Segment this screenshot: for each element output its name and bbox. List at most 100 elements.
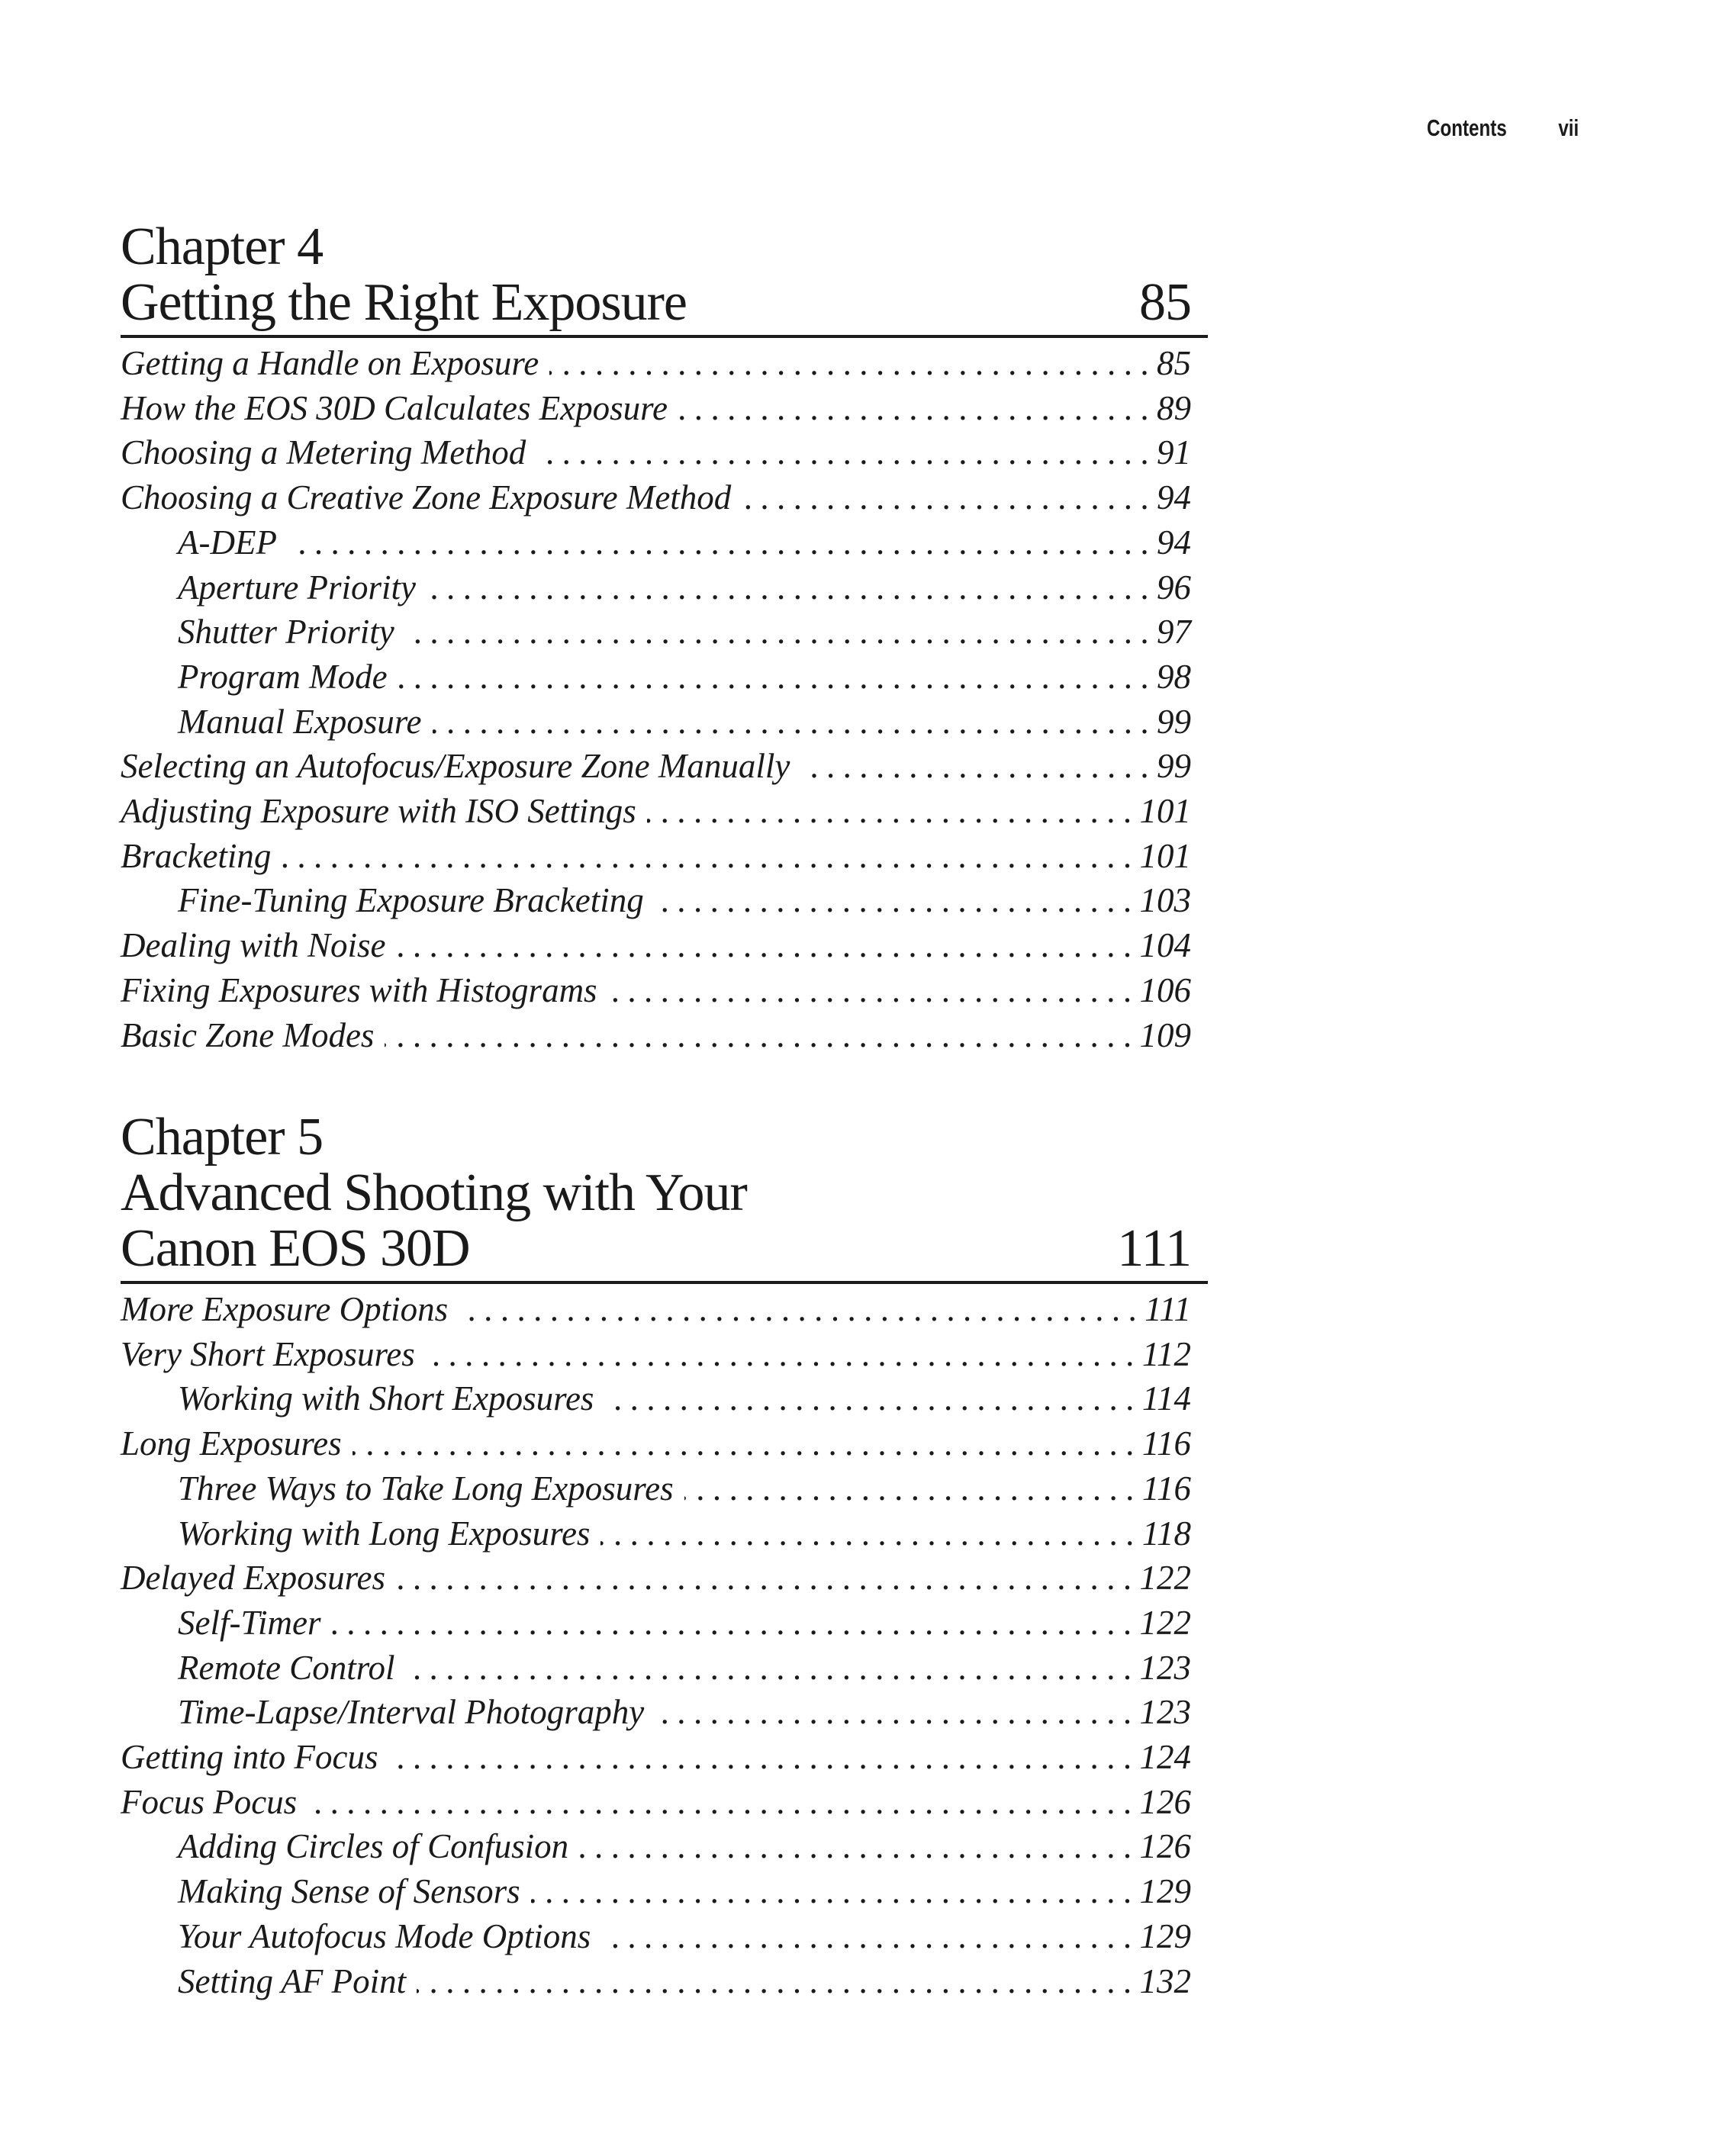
toc-entry[interactable]: Focus Pocus.............................… [121, 1780, 1191, 1825]
toc-entry[interactable]: Adding Circles of Confusion.............… [121, 1824, 1191, 1869]
toc-entry-page: 85 [1157, 344, 1191, 382]
toc-entry[interactable]: Aperture Priority.......................… [121, 565, 1191, 610]
dot-leader: ........................................… [352, 1424, 1142, 1463]
toc-entry-title: Three Ways to Take Long Exposures [178, 1469, 674, 1508]
toc-entry-title: Fixing Exposures with Histograms [121, 970, 597, 1009]
toc-entry-title: How the EOS 30D Calculates Exposure [121, 388, 668, 427]
toc-entry-title: Working with Short Exposures [178, 1379, 594, 1418]
toc-entry[interactable]: Bracketing..............................… [121, 834, 1191, 879]
toc-entry-title: Shutter Priority [178, 613, 394, 652]
toc-entry-page: 124 [1139, 1738, 1192, 1777]
dot-leader: ........................................… [742, 478, 1157, 517]
toc-entry[interactable]: Fixing Exposures with Histograms........… [121, 968, 1191, 1013]
toc-entry[interactable]: Fine-Tuning Exposure Bracketing.........… [121, 878, 1191, 923]
toc-entry[interactable]: Getting into Focus......................… [121, 1735, 1191, 1780]
dot-leader: ........................................… [388, 1738, 1140, 1777]
toc-entry-page: 126 [1139, 1827, 1192, 1866]
toc-entry-title: Focus Pocus [121, 1782, 298, 1821]
toc-entry[interactable]: A-DEP...................................… [121, 520, 1191, 565]
toc-entry-page: 96 [1157, 568, 1191, 607]
toc-entry-page: 104 [1139, 926, 1192, 965]
toc-entry[interactable]: Manual Exposure.........................… [121, 700, 1191, 745]
toc-entry-title: Very Short Exposures [121, 1334, 415, 1373]
dot-leader: ........................................… [678, 388, 1157, 427]
toc-entry-title: A-DEP [178, 523, 277, 562]
toc-entry[interactable]: Adjusting Exposure with ISO Settings....… [121, 789, 1191, 834]
toc-entry-title: Choosing a Metering Method [121, 433, 526, 472]
chapter-title: Advanced Shooting with Your [121, 1163, 748, 1222]
toc-entry-page: 91 [1157, 433, 1191, 472]
toc-entry[interactable]: Choosing a Metering Method..............… [121, 430, 1191, 475]
toc-entry[interactable]: Three Ways to Take Long Exposures.......… [121, 1466, 1191, 1511]
dot-leader: ........................................… [601, 1916, 1140, 1955]
toc-entry[interactable]: Delayed Exposures.......................… [121, 1556, 1191, 1601]
toc-entry[interactable]: Long Exposures..........................… [121, 1421, 1191, 1466]
toc-entry-page: 94 [1157, 478, 1191, 517]
dot-leader: ........................................… [432, 702, 1157, 741]
chapter-heading: Chapter 4 Getting the Right Exposure 85 [121, 219, 1208, 330]
toc-entry-title: Choosing a Creative Zone Exposure Method [121, 478, 732, 517]
toc-entry[interactable]: Working with Long Exposures.............… [121, 1511, 1191, 1556]
toc-entry[interactable]: Making Sense of Sensors.................… [121, 1869, 1191, 1914]
dot-leader: ........................................… [331, 1603, 1140, 1642]
dot-leader: ........................................… [405, 1648, 1140, 1687]
toc-entry[interactable]: Getting a Handle on Exposure............… [121, 341, 1191, 386]
dot-leader: ........................................… [427, 568, 1157, 607]
dot-leader: ........................................… [396, 1559, 1140, 1598]
toc-entry[interactable]: Program Mode............................… [121, 655, 1191, 700]
toc-entry-title: Time-Lapse/Interval Photography [178, 1693, 645, 1732]
dot-leader: ........................................… [579, 1827, 1140, 1866]
running-head: Contents vii [1427, 114, 1579, 142]
chapter-page-number[interactable]: 85 [1139, 273, 1192, 332]
toc-entry-title: Bracketing [121, 836, 272, 875]
toc-entry-title: Self-Timer [178, 1603, 321, 1642]
toc-entry[interactable]: Time-Lapse/Interval Photography.........… [121, 1690, 1191, 1735]
toc-entry[interactable]: Shutter Priority........................… [121, 610, 1191, 655]
toc-entry-page: 94 [1157, 523, 1191, 562]
toc-entry[interactable]: Setting AF Point........................… [121, 1959, 1191, 2004]
chapter-label: Chapter 5 [121, 1108, 324, 1166]
toc-entry[interactable]: How the EOS 30D Calculates Exposure.....… [121, 386, 1191, 431]
toc-entry-page: 129 [1139, 1872, 1192, 1911]
toc-entry-title: Selecting an Autofocus/Exposure Zone Man… [121, 747, 790, 786]
toc-entry-page: 99 [1157, 747, 1191, 786]
toc-entry[interactable]: Self-Timer..............................… [121, 1601, 1191, 1646]
dot-leader: ........................................… [536, 433, 1157, 472]
chapter-title: Getting the Right Exposure [121, 273, 687, 332]
dot-leader: ........................................… [646, 792, 1140, 831]
toc-entry-page: 116 [1141, 1469, 1191, 1508]
toc-entry-title: Working with Long Exposures [178, 1514, 591, 1553]
toc-entry[interactable]: Your Autofocus Mode Options.............… [121, 1914, 1191, 1959]
toc-entry[interactable]: Working with Short Exposures............… [121, 1376, 1191, 1421]
toc-entry[interactable]: More Exposure Options...................… [121, 1287, 1191, 1332]
toc-entry-page: 109 [1139, 1015, 1192, 1054]
toc-entry-page: 129 [1139, 1916, 1192, 1955]
toc-entry[interactable]: Basic Zone Modes........................… [121, 1013, 1191, 1058]
chapter-5-section: Chapter 5 Advanced Shooting with Your Cano… [121, 1109, 1208, 2003]
toc-entry[interactable]: Remote Control..........................… [121, 1646, 1191, 1691]
toc-entry-list: Getting a Handle on Exposure............… [121, 341, 1208, 1057]
dot-leader: ........................................… [604, 1379, 1142, 1418]
dot-leader: ........................................… [307, 1782, 1140, 1821]
toc-entry-title: Adjusting Exposure with ISO Settings [121, 792, 636, 831]
toc-entry-title: Fine-Tuning Exposure Bracketing [178, 881, 644, 920]
toc-entry-page: 99 [1157, 702, 1191, 741]
toc-entry[interactable]: Choosing a Creative Zone Exposure Method… [121, 475, 1191, 520]
toc-entry[interactable]: Dealing with Noise......................… [121, 923, 1191, 968]
toc-entry-title: Manual Exposure [178, 702, 422, 741]
toc-entry-page: 114 [1141, 1379, 1191, 1418]
chapter-title-line: Getting the Right Exposure 85 [121, 275, 1208, 330]
toc-entry-title: Adding Circles of Confusion [178, 1827, 569, 1866]
toc-entry-page: 118 [1141, 1514, 1191, 1553]
toc-entry-page: 89 [1157, 388, 1191, 427]
toc-entry-title: Program Mode [178, 657, 388, 696]
toc-entry[interactable]: Very Short Exposures....................… [121, 1332, 1191, 1377]
toc-entry-page: 122 [1139, 1603, 1192, 1642]
dot-leader: ........................................… [282, 836, 1140, 875]
dot-leader: ........................................… [608, 970, 1140, 1009]
chapter-page-number[interactable]: 111 [1117, 1219, 1192, 1278]
toc-entry-list: More Exposure Options...................… [121, 1287, 1208, 2003]
toc-entry[interactable]: Selecting an Autofocus/Exposure Zone Man… [121, 744, 1191, 789]
chapter-title-line: Advanced Shooting with Your [121, 1165, 1208, 1221]
toc-entry-title: Dealing with Noise [121, 926, 386, 965]
